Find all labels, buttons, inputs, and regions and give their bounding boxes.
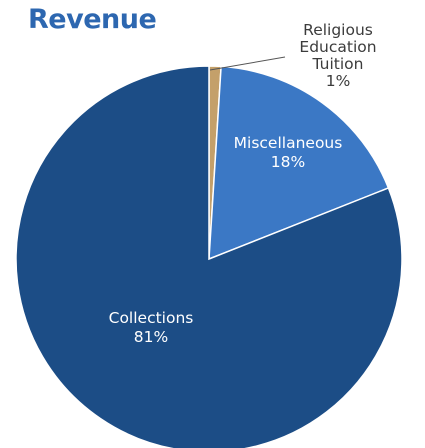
leader-line <box>209 56 286 71</box>
slice-name-label: Religious <box>303 21 373 39</box>
slice-name-label: Education <box>299 38 376 56</box>
slice-value-label: 81% <box>134 328 168 346</box>
slice-name-label: Miscellaneous <box>234 134 343 152</box>
leader-lines <box>209 56 286 71</box>
slice-name-label: Tuition <box>312 55 364 73</box>
chart-title: Revenue <box>28 4 157 35</box>
pie-slices <box>15 65 403 448</box>
slice-value-label: 1% <box>326 72 351 90</box>
pie-slice-collections <box>15 65 403 448</box>
slice-value-label: 18% <box>271 153 305 171</box>
slice-name-label: Collections <box>109 309 194 327</box>
pie-slice-miscellaneous <box>208 65 390 261</box>
